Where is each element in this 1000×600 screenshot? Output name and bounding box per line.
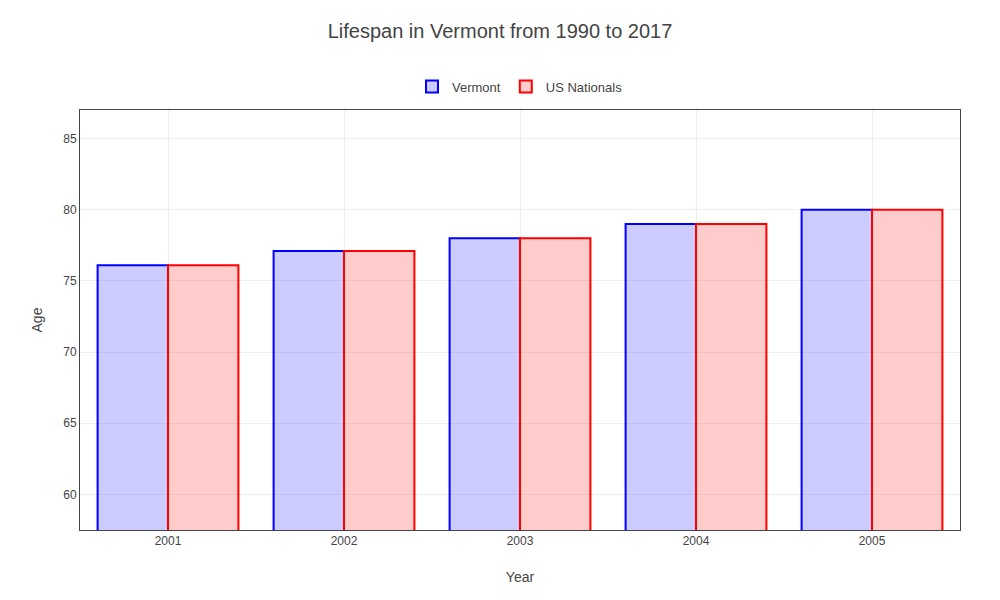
svg-text:Year: Year (506, 569, 535, 585)
svg-text:2002: 2002 (331, 534, 358, 548)
svg-text:US Nationals: US Nationals (546, 80, 622, 95)
svg-text:Age: Age (29, 307, 45, 332)
svg-text:65: 65 (63, 416, 77, 430)
svg-text:Lifespan in Vermont from 1990: Lifespan in Vermont from 1990 to 2017 (328, 20, 673, 42)
svg-text:75: 75 (63, 274, 77, 288)
svg-text:70: 70 (63, 345, 77, 359)
svg-text:85: 85 (63, 132, 77, 146)
svg-text:2001: 2001 (155, 534, 182, 548)
svg-text:2005: 2005 (859, 534, 886, 548)
svg-text:80: 80 (63, 203, 77, 217)
svg-text:2004: 2004 (683, 534, 710, 548)
svg-text:60: 60 (63, 488, 77, 502)
svg-text:2003: 2003 (507, 534, 534, 548)
svg-text:Vermont: Vermont (452, 80, 501, 95)
